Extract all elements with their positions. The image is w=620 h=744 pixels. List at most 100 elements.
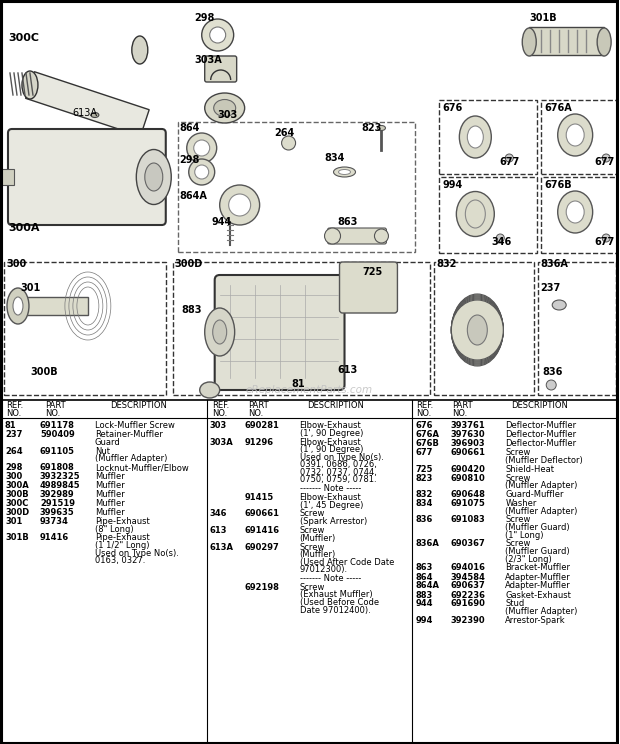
Bar (440, 100, 538, 174)
Text: 0750, 0759, 0781.: 0750, 0759, 0781. (299, 475, 376, 484)
Ellipse shape (451, 296, 503, 364)
FancyArrow shape (25, 71, 149, 136)
Circle shape (496, 234, 504, 242)
Text: Used on Type No(s).: Used on Type No(s). (95, 548, 179, 557)
Text: Screw: Screw (505, 539, 531, 548)
Text: (Used Before Code: (Used Before Code (299, 598, 379, 607)
Ellipse shape (205, 308, 234, 356)
Text: 590409: 590409 (40, 430, 74, 439)
Text: 613: 613 (210, 526, 227, 535)
Text: Used on Type No(s).: Used on Type No(s). (299, 452, 383, 461)
Bar (541, 177, 617, 253)
Text: 300: 300 (6, 259, 26, 269)
Text: Pipe-Exhaust: Pipe-Exhaust (95, 517, 149, 526)
Text: Elbow-Exhaust: Elbow-Exhaust (299, 493, 361, 502)
Text: 97012300).: 97012300). (299, 565, 348, 574)
Text: 392390: 392390 (450, 616, 485, 625)
Ellipse shape (522, 28, 536, 56)
Ellipse shape (13, 297, 23, 315)
Text: 91415: 91415 (245, 493, 274, 502)
Ellipse shape (205, 93, 245, 123)
Ellipse shape (132, 36, 148, 64)
Text: 237: 237 (540, 283, 560, 293)
Text: 91296: 91296 (245, 437, 274, 446)
Text: 0163, 0327.: 0163, 0327. (95, 556, 145, 565)
Text: 81: 81 (5, 421, 17, 430)
Text: 692236: 692236 (450, 591, 485, 600)
Text: 300D: 300D (5, 508, 29, 517)
Bar (0, 169, 14, 185)
Text: 392989: 392989 (40, 490, 74, 499)
Text: 864A: 864A (415, 582, 440, 591)
Text: (Muffler Guard): (Muffler Guard) (505, 523, 570, 532)
Circle shape (210, 27, 226, 43)
Text: NO.: NO. (211, 408, 227, 417)
Text: Nut: Nut (95, 446, 110, 455)
Text: Screw: Screw (299, 510, 325, 519)
Text: (Muffler Deflector): (Muffler Deflector) (505, 455, 583, 464)
Text: 300A: 300A (8, 223, 40, 233)
Text: (1', 90 Degree): (1', 90 Degree) (299, 429, 363, 437)
Text: Gasket-Exhaust: Gasket-Exhaust (505, 591, 571, 600)
Ellipse shape (214, 100, 236, 117)
Text: Retainer-Muffler: Retainer-Muffler (95, 430, 162, 439)
Text: 394584: 394584 (450, 572, 485, 582)
Text: Screw: Screw (299, 542, 325, 551)
Text: 300C: 300C (8, 33, 39, 43)
Text: Arrestor-Spark: Arrestor-Spark (505, 616, 566, 625)
Text: Muffler: Muffler (95, 508, 125, 517)
Text: 944: 944 (211, 217, 232, 227)
Text: NO.: NO. (417, 408, 432, 417)
Text: 690661: 690661 (245, 510, 280, 519)
Text: Bracket-Muffler: Bracket-Muffler (505, 563, 570, 572)
Text: 677: 677 (499, 157, 520, 167)
Text: 676: 676 (443, 103, 463, 113)
Circle shape (374, 229, 389, 243)
Text: 691690: 691690 (450, 600, 485, 609)
Text: Guard: Guard (95, 437, 121, 446)
Text: Screw: Screw (505, 473, 531, 483)
Circle shape (202, 19, 234, 51)
Text: 677: 677 (594, 157, 614, 167)
Bar (541, 100, 617, 174)
Text: Pipe-Exhaust: Pipe-Exhaust (95, 533, 149, 542)
Text: 301: 301 (20, 283, 40, 293)
Circle shape (193, 140, 210, 156)
Ellipse shape (552, 300, 566, 310)
Text: 298: 298 (5, 463, 22, 472)
Text: 291519: 291519 (40, 499, 75, 508)
Text: Deflector-Muffler: Deflector-Muffler (505, 421, 577, 430)
Bar (538, 262, 616, 395)
Text: 264: 264 (275, 128, 295, 138)
Text: REF.: REF. (6, 400, 23, 409)
Text: (Muffler): (Muffler) (299, 550, 336, 559)
Text: (1 1/2" Long): (1 1/2" Long) (95, 541, 149, 550)
Text: 690648: 690648 (450, 490, 485, 499)
Text: Muffler: Muffler (95, 472, 125, 481)
Bar (4, 262, 166, 395)
Text: 676A: 676A (544, 103, 572, 113)
Ellipse shape (558, 191, 593, 233)
Text: Screw: Screw (505, 516, 531, 525)
Text: Muffler: Muffler (95, 499, 125, 508)
Text: 994: 994 (415, 616, 433, 625)
Text: Adapter-Muffler: Adapter-Muffler (505, 582, 571, 591)
Ellipse shape (566, 201, 584, 223)
Bar (440, 177, 538, 253)
Text: 676A: 676A (415, 430, 440, 439)
Text: 836A: 836A (415, 539, 440, 548)
Ellipse shape (467, 315, 487, 345)
Ellipse shape (566, 124, 584, 146)
Text: 300: 300 (5, 472, 22, 481)
Text: 346: 346 (491, 237, 512, 247)
Text: 613A: 613A (210, 542, 234, 551)
Bar (435, 262, 534, 395)
Ellipse shape (466, 200, 485, 228)
Text: 994: 994 (443, 180, 463, 190)
Ellipse shape (451, 300, 503, 360)
Bar (18, 297, 88, 315)
Ellipse shape (451, 295, 503, 365)
Text: Locknut-Muffler/Elbow: Locknut-Muffler/Elbow (95, 463, 188, 472)
Text: NO.: NO. (6, 408, 21, 417)
Ellipse shape (378, 126, 386, 130)
